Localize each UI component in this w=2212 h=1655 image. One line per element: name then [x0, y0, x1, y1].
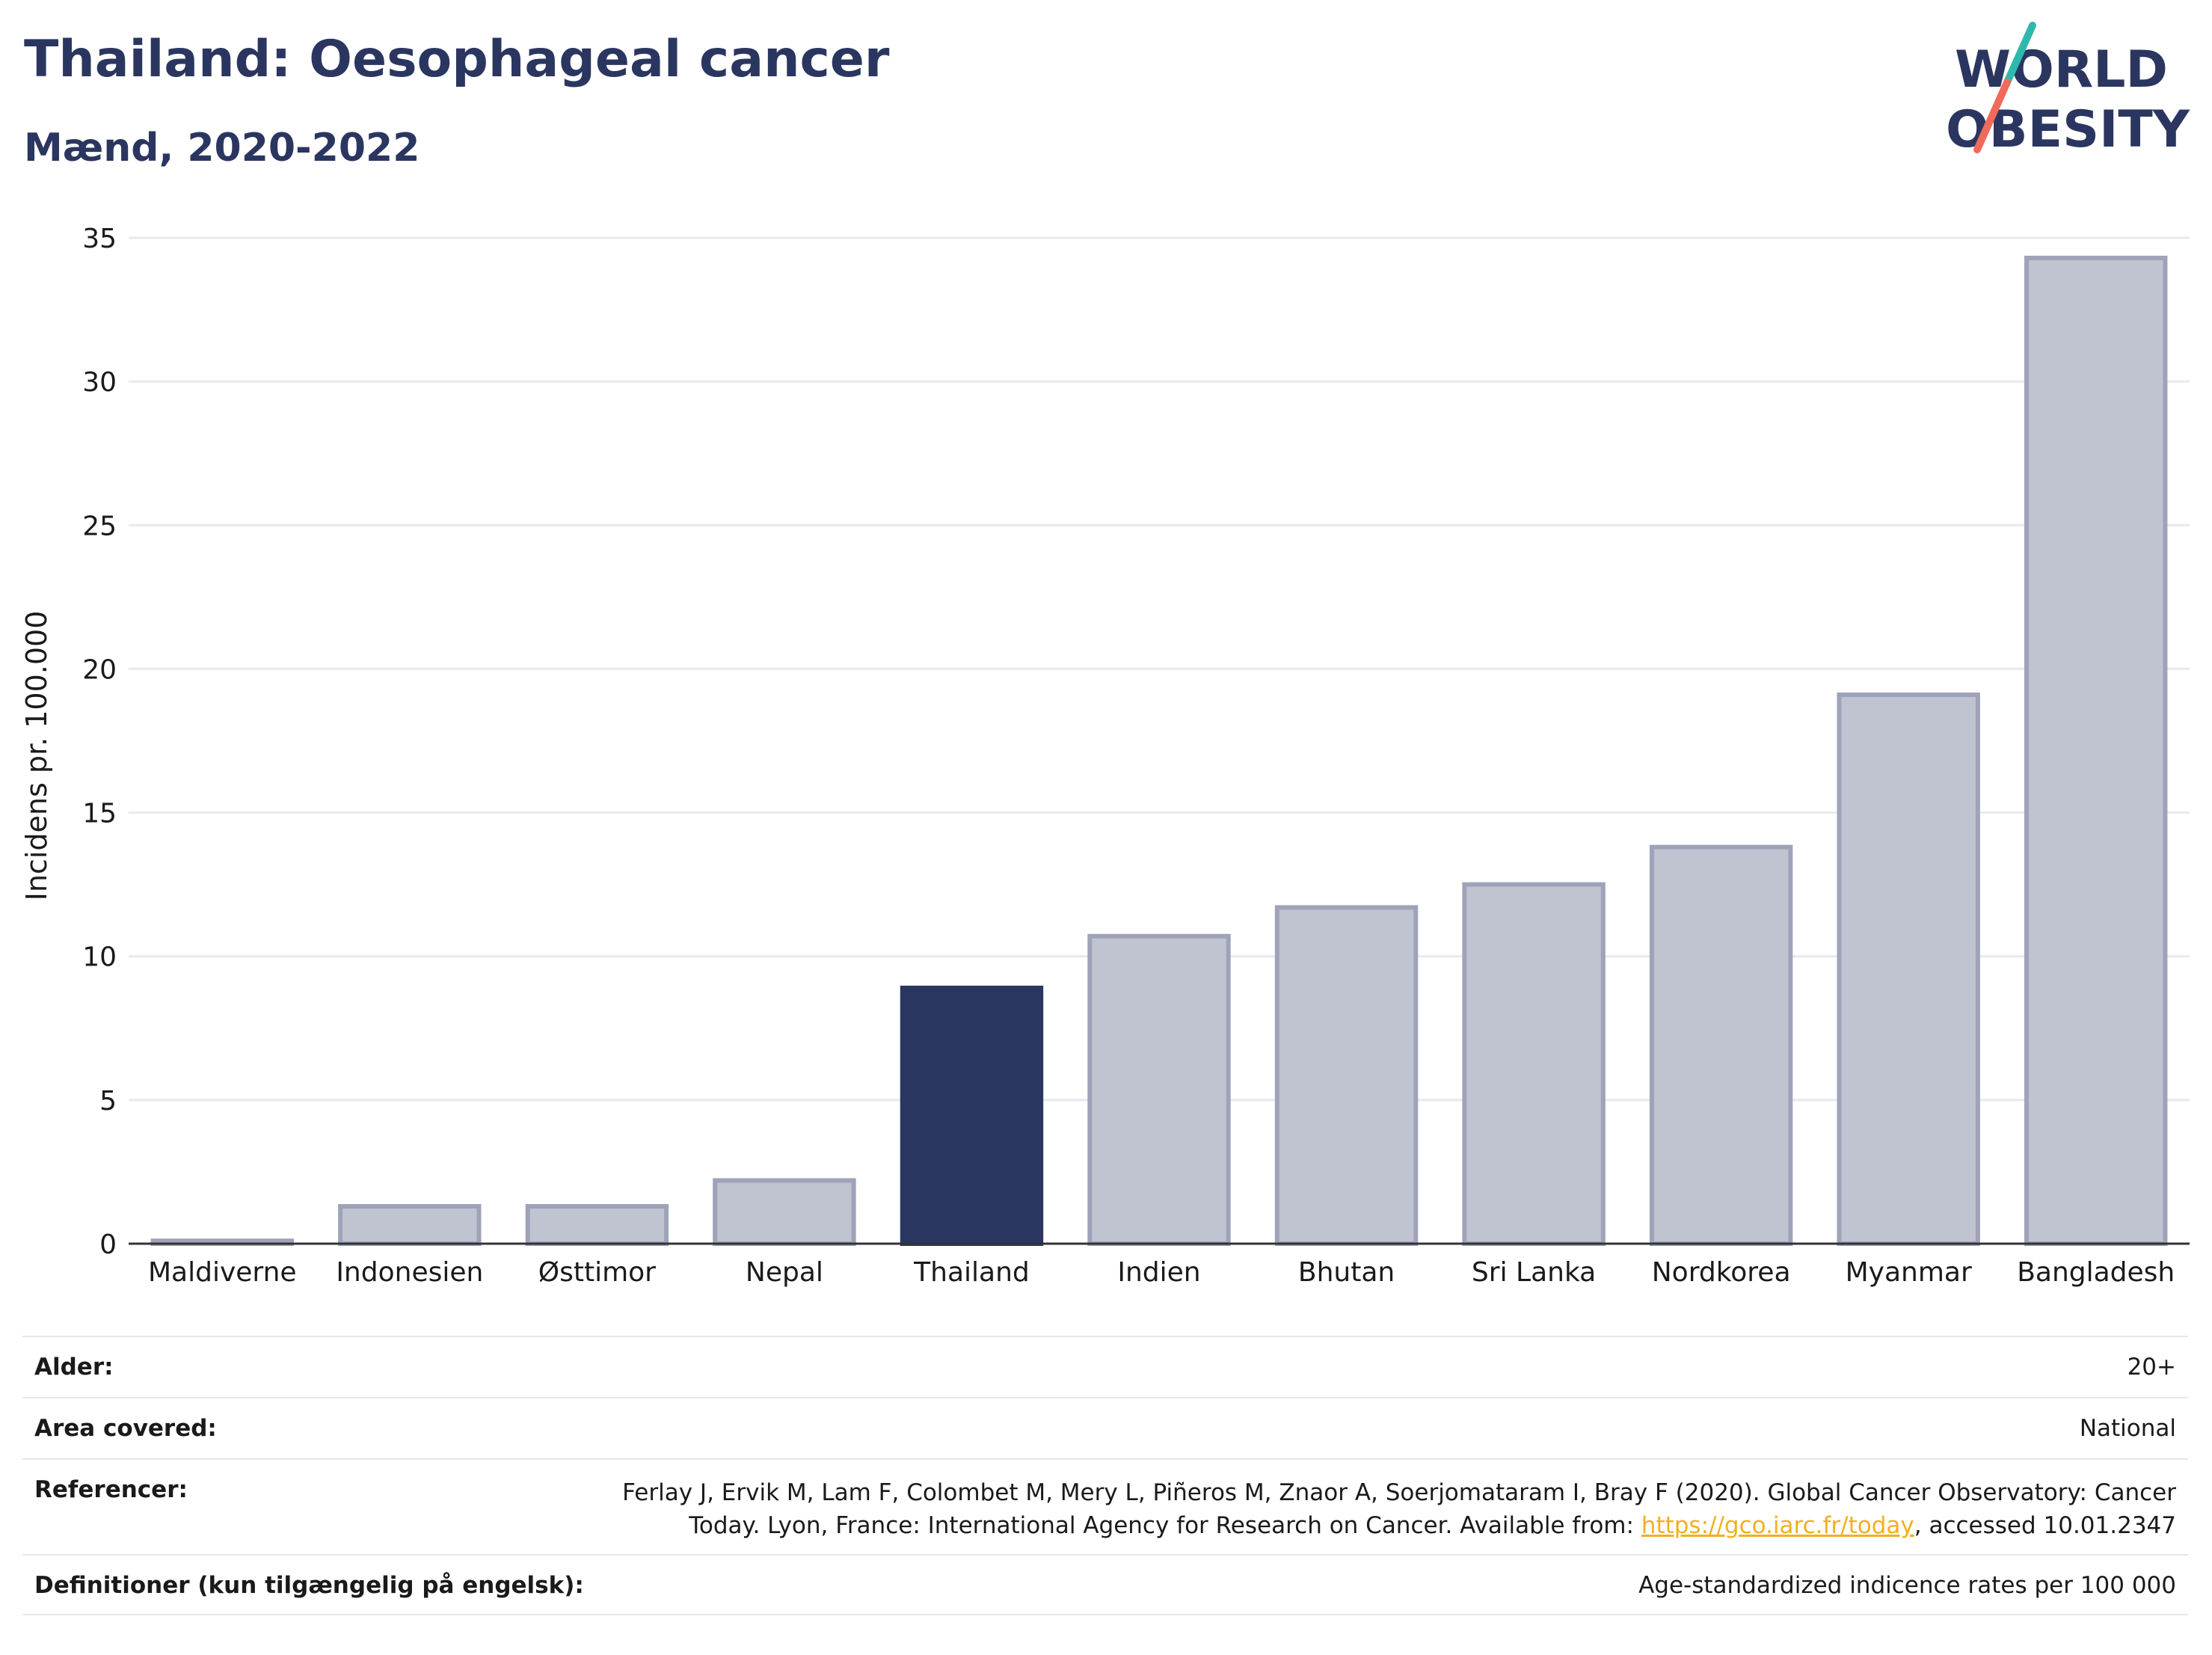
- y-tick-label: 10: [82, 942, 117, 973]
- bar-bhutan: [1274, 905, 1419, 1247]
- area-value: National: [2079, 1415, 2176, 1442]
- metadata-table: Alder: 20+ Area covered: National Refere…: [22, 1336, 2188, 1615]
- y-tick-label: 35: [82, 224, 117, 254]
- y-tick-label: 30: [82, 367, 117, 398]
- x-tick-label: Sri Lanka: [1472, 1257, 1596, 1288]
- y-tick-label: 20: [82, 654, 117, 685]
- bar-myanmar: [1837, 693, 1980, 1246]
- references-text-end: , accessed 10.01.2347: [1914, 1512, 2176, 1539]
- x-tick-label: Nepal: [746, 1257, 823, 1288]
- y-tick-label: 25: [82, 511, 117, 541]
- x-tick-label: Indien: [1117, 1257, 1200, 1288]
- bar-chart: 0 5 10 15 20 25 30 35 Maldiverne Indonesien Østti…: [20, 224, 2190, 1288]
- age-label: Alder:: [34, 1354, 114, 1381]
- x-tick-label: Indonesien: [336, 1257, 483, 1288]
- y-tick-label: 15: [82, 799, 117, 829]
- logo-line-1: WORLD: [1955, 40, 2168, 99]
- x-tick-label: Myanmar: [1846, 1257, 1972, 1288]
- bar-bangladesh: [2024, 255, 2168, 1246]
- y-tick-label: 0: [99, 1229, 117, 1260]
- references-value: Ferlay J, Ervik M, Lam F, Colombet M, Me…: [576, 1476, 2176, 1542]
- meta-row-area: Area covered: National: [22, 1397, 2188, 1458]
- y-axis-ticks: 0 5 10 15 20 25 30 35: [82, 224, 117, 1260]
- x-tick-label: Maldiverne: [148, 1257, 297, 1288]
- meta-row-references: Referencer: Ferlay J, Ervik M, Lam F, Co…: [22, 1458, 2188, 1554]
- bars: [150, 255, 2168, 1247]
- y-tick-label: 5: [99, 1086, 117, 1117]
- area-label: Area covered:: [34, 1415, 217, 1442]
- x-tick-label: Nordkorea: [1652, 1257, 1791, 1288]
- y-axis-label: Incidens pr. 100.000: [20, 611, 53, 901]
- references-link[interactable]: https://gco.iarc.fr/today: [1641, 1512, 1914, 1539]
- x-axis-ticks: Maldiverne Indonesien Østtimor Nepal Thailan…: [148, 1257, 2175, 1288]
- references-label: Referencer:: [34, 1476, 188, 1503]
- x-tick-label: Bhutan: [1298, 1257, 1395, 1288]
- definitions-label: Definitioner (kun tilgængelig på engelsk…: [34, 1572, 584, 1599]
- bar-nordkorea: [1649, 844, 1793, 1246]
- references-text: Ferlay J, Ervik M, Lam F, Colombet M, Me…: [622, 1479, 2176, 1539]
- logo-slash-top: [2003, 22, 2036, 86]
- bar-thailand: [900, 985, 1044, 1246]
- bar-indien: [1087, 933, 1231, 1246]
- x-tick-label: Bangladesh: [2017, 1257, 2175, 1288]
- world-obesity-logo: WORLD OBESITY: [1946, 22, 2190, 159]
- bar-østtimor: [525, 1204, 669, 1246]
- bar-indonesien: [338, 1204, 482, 1246]
- meta-row-definitions: Definitioner (kun tilgængelig på engelsk…: [22, 1554, 2188, 1615]
- chart-subtitle: Mænd, 2020-2022: [24, 126, 420, 171]
- bar-nepal: [713, 1178, 856, 1247]
- meta-row-age: Alder: 20+: [22, 1336, 2188, 1397]
- x-tick-label: Thailand: [913, 1257, 1030, 1288]
- logo-slash-bottom: [1973, 79, 2011, 153]
- bar-sri-lanka: [1462, 882, 1606, 1247]
- definitions-value: Age-standardized indicence rates per 100…: [1638, 1572, 2176, 1599]
- age-value: 20+: [2127, 1354, 2176, 1381]
- x-tick-label: Østtimor: [538, 1257, 656, 1288]
- chart-title: Thailand: Oesophageal cancer: [24, 30, 890, 89]
